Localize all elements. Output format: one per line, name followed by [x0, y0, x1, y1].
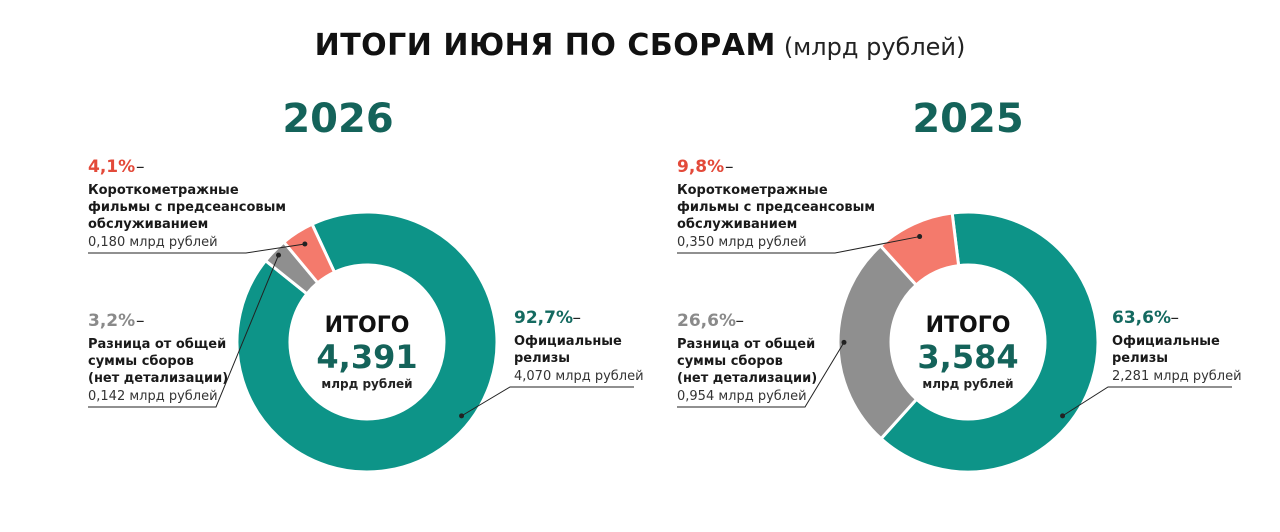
- slice-label-line: Короткометражные: [88, 183, 239, 198]
- slice-label-line: релизы: [514, 351, 570, 366]
- center-label: ИТОГО: [926, 313, 1011, 338]
- slice-official: [235, 210, 499, 474]
- label-official: 63,6% – Официальные релизы 2,281 млрд рублей: [1112, 308, 1242, 384]
- slice-pct: 26,6%: [677, 311, 736, 331]
- slice-short: [281, 222, 337, 285]
- leader-diff: [88, 254, 279, 408]
- slice-label-line: Разница от общей: [88, 337, 226, 352]
- leader-short: [677, 236, 920, 254]
- center-total: 3,584: [917, 338, 1018, 376]
- page-title: ИТОГИ ИЮНЯ ПО СБОРАМ (млрд рублей): [0, 28, 1280, 63]
- year-heading: 2026: [282, 96, 393, 142]
- slice-pct: 92,7%: [514, 308, 573, 328]
- title-main: ИТОГИ ИЮНЯ ПО СБОРАМ: [314, 28, 776, 63]
- slice-pct: 4,1%: [88, 157, 135, 177]
- slice-label-line: Короткометражные: [677, 183, 828, 198]
- slice-dash: –: [573, 308, 582, 328]
- slice-label-line: (нет детализации): [677, 371, 817, 386]
- leader-dot: [1060, 413, 1066, 419]
- leader-dot: [459, 413, 465, 419]
- slice-short: [878, 211, 961, 288]
- center-unit: млрд рублей: [321, 377, 412, 391]
- leader-dot: [841, 339, 847, 345]
- slice-label-line: обслуживанием: [88, 217, 208, 232]
- slice-dash: –: [136, 157, 145, 177]
- slice-value: 0,180 млрд рублей: [88, 235, 218, 250]
- label-diff: 26,6% – Разница от общей суммы сборов (нет д…: [677, 311, 817, 404]
- slice-official: [878, 210, 1100, 474]
- slice-dash: –: [136, 311, 145, 331]
- label-diff: 3,2% – Разница от общей суммы сборов (нет де…: [88, 311, 228, 404]
- slice-diff: [836, 243, 919, 441]
- slice-label-line: релизы: [1112, 351, 1168, 366]
- center-label: ИТОГО: [325, 313, 410, 338]
- slice-label-line: фильмы с предсеансовым: [88, 200, 286, 215]
- leader-official: [1062, 386, 1232, 417]
- slice-pct: 3,2%: [88, 311, 135, 331]
- leader-dot: [276, 252, 282, 258]
- center-total: 4,391: [316, 338, 417, 376]
- leader-dot: [917, 234, 923, 240]
- label-short: 4,1% – Короткометражные фильмы с предсеансо…: [88, 157, 286, 250]
- slice-value: 4,070 млрд рублей: [514, 369, 644, 384]
- title-unit: (млрд рублей): [783, 33, 966, 61]
- year-heading: 2025: [912, 96, 1023, 142]
- label-official: 92,7% – Официальные релизы 4,070 млрд рублей: [514, 308, 644, 384]
- leader-short: [88, 243, 305, 254]
- slice-value: 0,142 млрд рублей: [88, 389, 218, 404]
- slice-label-line: обслуживанием: [677, 217, 797, 232]
- slice-dash: –: [736, 311, 745, 331]
- slice-label-line: суммы сборов: [88, 354, 194, 369]
- slice-pct: 63,6%: [1112, 308, 1171, 328]
- slice-value: 0,350 млрд рублей: [677, 235, 807, 250]
- slice-dash: –: [725, 157, 734, 177]
- slice-value: 2,281 млрд рублей: [1112, 369, 1242, 384]
- slice-label-line: Разница от общей: [677, 337, 815, 352]
- leader-dot: [302, 241, 308, 247]
- slice-label-line: фильмы с предсеансовым: [677, 200, 875, 215]
- leader-diff: [677, 342, 845, 408]
- slice-dash: –: [1171, 308, 1180, 328]
- slice-label-line: Официальные: [514, 334, 622, 349]
- slice-value: 0,954 млрд рублей: [677, 389, 807, 404]
- label-short: 9,8% – Короткометражные фильмы с предсеансо…: [677, 157, 875, 250]
- slice-label-line: Официальные: [1112, 334, 1220, 349]
- leader-official: [461, 386, 634, 417]
- slice-label-line: суммы сборов: [677, 354, 783, 369]
- center-unit: млрд рублей: [922, 377, 1013, 391]
- slice-label-line: (нет детализации): [88, 371, 228, 386]
- slice-pct: 9,8%: [677, 157, 724, 177]
